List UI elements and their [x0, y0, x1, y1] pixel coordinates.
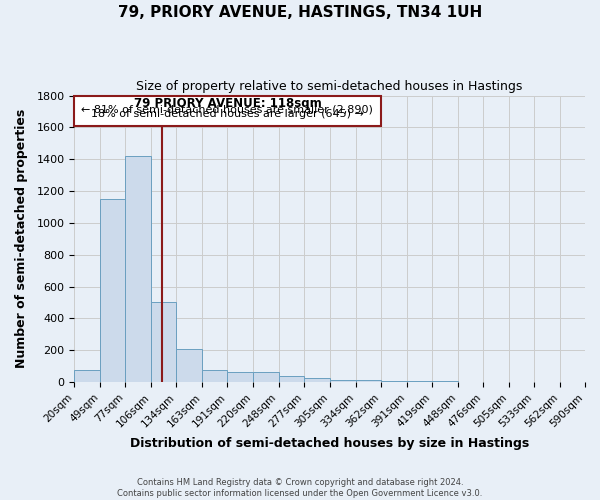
Bar	[227, 372, 253, 382]
Bar	[356, 380, 380, 382]
Y-axis label: Number of semi-detached properties: Number of semi-detached properties	[15, 109, 28, 368]
Bar	[202, 370, 227, 382]
Bar	[125, 156, 151, 382]
FancyBboxPatch shape	[74, 96, 380, 126]
Bar	[151, 302, 176, 382]
Text: ← 81% of semi-detached houses are smaller (2,890): ← 81% of semi-detached houses are smalle…	[82, 104, 373, 115]
Bar	[278, 376, 304, 382]
Text: Contains HM Land Registry data © Crown copyright and database right 2024.
Contai: Contains HM Land Registry data © Crown c…	[118, 478, 482, 498]
Text: 79, PRIORY AVENUE, HASTINGS, TN34 1UH: 79, PRIORY AVENUE, HASTINGS, TN34 1UH	[118, 5, 482, 20]
Title: Size of property relative to semi-detached houses in Hastings: Size of property relative to semi-detach…	[136, 80, 523, 93]
X-axis label: Distribution of semi-detached houses by size in Hastings: Distribution of semi-detached houses by …	[130, 437, 529, 450]
Bar	[176, 348, 202, 382]
Bar	[74, 370, 100, 382]
Bar	[253, 372, 278, 382]
Text: 18% of semi-detached houses are larger (645) →: 18% of semi-detached houses are larger (…	[91, 109, 364, 119]
Text: 79 PRIORY AVENUE: 118sqm: 79 PRIORY AVENUE: 118sqm	[134, 97, 322, 110]
Bar	[329, 380, 356, 382]
Bar	[304, 378, 329, 382]
Bar	[100, 199, 125, 382]
